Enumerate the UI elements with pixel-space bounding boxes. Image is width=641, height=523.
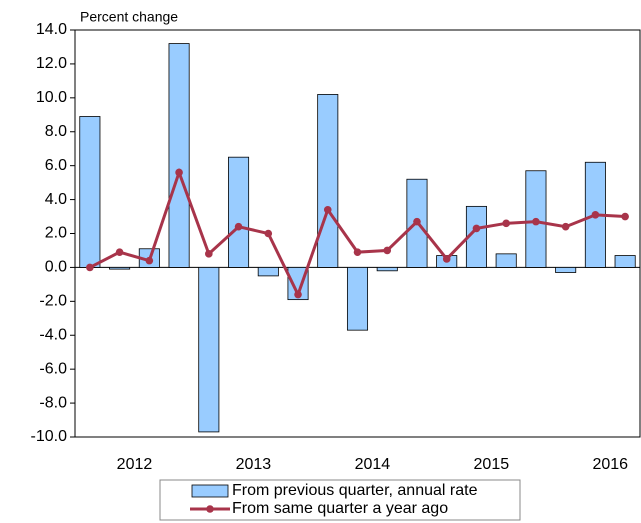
y-tick-label: -10.0 <box>31 428 68 445</box>
y-tick-label: -2.0 <box>39 293 67 310</box>
bar <box>346 267 369 331</box>
y-tick-label: -4.0 <box>39 326 67 343</box>
bar <box>257 267 279 277</box>
bar <box>168 43 190 268</box>
y-tick-label: 4.0 <box>45 191 67 208</box>
marker <box>294 290 302 299</box>
bar <box>614 255 636 268</box>
bar <box>109 267 131 270</box>
x-tick-label: 2016 <box>592 456 628 473</box>
marker <box>175 168 183 177</box>
bar <box>495 253 517 268</box>
x-tick-label: 2013 <box>236 456 272 473</box>
bar <box>287 267 309 301</box>
y-tick-label: 0.0 <box>45 259 67 276</box>
y-tick-label: 14.0 <box>36 21 67 38</box>
marker <box>115 248 124 256</box>
y-tick-label: 2.0 <box>45 225 67 242</box>
x-tick-label: 2012 <box>117 456 153 473</box>
marker <box>591 211 600 219</box>
legend-swatch <box>191 484 229 498</box>
x-tick-label: 2014 <box>355 456 391 473</box>
bar <box>198 267 220 433</box>
marker <box>205 250 213 258</box>
y-tick-label: 10.0 <box>36 89 67 106</box>
legend-label: From same quarter a year ago <box>232 500 448 517</box>
y-tick-label: 6.0 <box>45 157 67 174</box>
legend-marker <box>206 505 214 513</box>
legend-label: From previous quarter, annual rate <box>232 482 478 499</box>
y-tick-label: -8.0 <box>39 394 67 411</box>
marker <box>353 248 362 256</box>
marker <box>621 212 629 221</box>
marker <box>561 222 570 231</box>
marker <box>472 224 481 233</box>
bar <box>228 156 250 268</box>
marker <box>264 229 273 238</box>
marker <box>234 222 243 231</box>
marker <box>413 217 421 226</box>
marker <box>145 256 154 265</box>
marker <box>86 263 94 272</box>
marker <box>442 255 451 263</box>
bar <box>376 267 398 272</box>
bar <box>79 116 101 268</box>
marker <box>532 217 540 226</box>
marker <box>323 205 332 214</box>
marker <box>383 246 392 255</box>
y-tick-label: -6.0 <box>39 360 67 377</box>
bar <box>555 267 577 273</box>
y-tick-label: 12.0 <box>36 55 67 72</box>
y-tick-label: 8.0 <box>45 123 67 140</box>
y-axis-label: Percent change <box>80 9 178 25</box>
bar <box>317 94 339 268</box>
marker <box>502 219 510 228</box>
x-tick-label: 2015 <box>474 456 510 473</box>
